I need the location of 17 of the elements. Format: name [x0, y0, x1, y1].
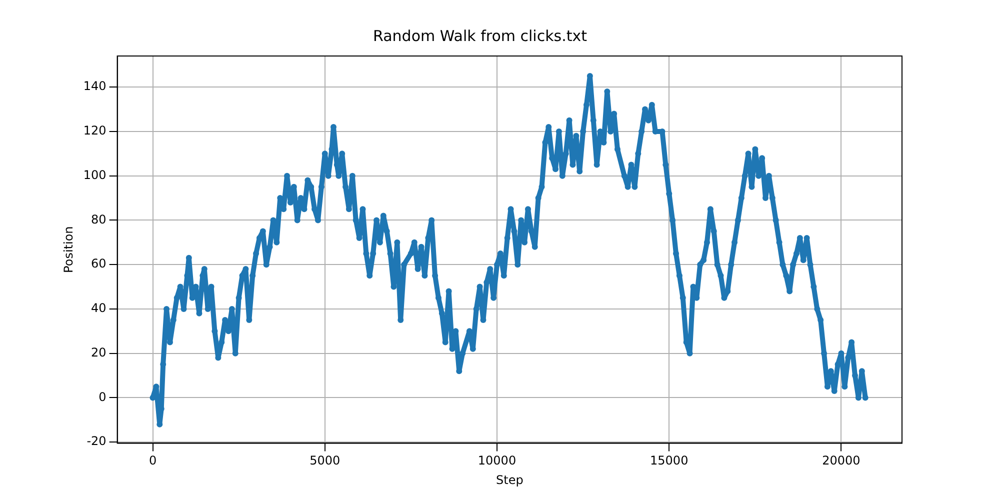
y-tick-label: 140: [83, 79, 106, 94]
y-tick-label: 20: [91, 345, 106, 360]
y-axis-title: Position: [61, 226, 76, 273]
y-tick-label: 0: [98, 390, 106, 404]
x-tick-label: 20000: [822, 454, 860, 468]
x-axis-title: Step: [496, 472, 524, 487]
y-tick-label: 120: [83, 124, 106, 138]
y-tick-label: 60: [91, 256, 106, 271]
y-tick-label: -20: [86, 434, 106, 448]
x-tick-label: 5000: [310, 454, 340, 468]
x-tick-label: 0: [148, 454, 157, 468]
x-tick-label: 15000: [650, 454, 688, 468]
y-tick-label: 100: [83, 168, 106, 182]
y-tick-label: 40: [91, 301, 106, 316]
x-tick-label: 10000: [478, 454, 516, 468]
y-tick-label: 80: [91, 212, 106, 226]
chart-title: Random Walk from clicks.txt: [373, 26, 588, 45]
